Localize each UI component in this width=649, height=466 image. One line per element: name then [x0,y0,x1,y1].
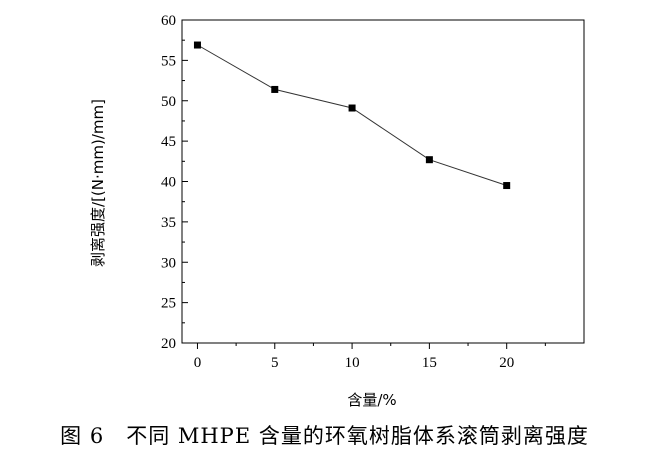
x-tick-label: 20 [499,355,514,371]
y-axis-title: 剥离强度/[(N·mm)/mm] [89,99,107,267]
x-tick-label: 10 [345,355,360,371]
y-tick-label: 20 [161,336,176,352]
data-point [193,41,201,49]
y-tick-label: 25 [161,296,176,312]
series-line [197,44,507,186]
y-axis: 20 25 30 35 40 45 50 55 60 [161,13,188,352]
x-tick-label: 5 [271,355,279,371]
y-tick-label: 50 [161,94,176,110]
x-axis: 0 5 10 15 20 [194,343,546,371]
figure-caption: 图 6 不同 MHPE 含量的环氧树脂体系滚筒剥离强度 [60,424,589,448]
y-tick-label: 35 [161,215,176,231]
x-tick-label: 15 [422,355,437,371]
data-point [503,182,511,190]
y-tick-label: 45 [161,134,176,150]
data-series [193,41,511,190]
y-tick-label: 55 [161,53,176,69]
data-point [348,104,356,112]
y-tick-label: 30 [161,255,176,271]
data-point [425,156,433,164]
line-chart: 0 5 10 15 20 20 25 30 35 40 45 50 55 60 含量/% 剥离强度/[(… [89,13,585,409]
x-axis-title: 含量/% [347,391,396,409]
y-tick-label: 40 [161,175,176,191]
x-tick-label: 0 [194,355,202,371]
data-point [271,85,279,93]
plot-area-frame [181,19,585,344]
y-tick-label: 60 [161,13,176,29]
